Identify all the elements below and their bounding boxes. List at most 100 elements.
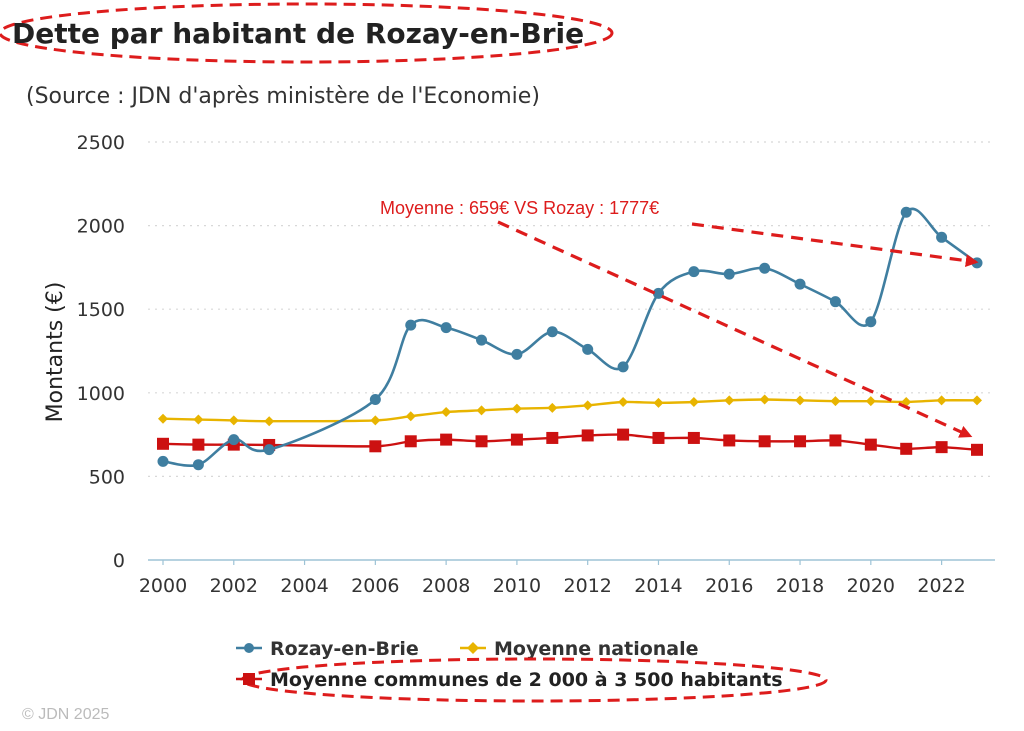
data-point [900,206,912,218]
data-point [971,443,983,456]
data-point [582,400,593,411]
data-point [652,287,664,299]
x-tick-label: 2020 [847,575,895,597]
data-point [723,434,736,447]
legend-marker-circle-icon [244,643,254,653]
x-tick-label: 2004 [280,575,328,597]
legend-item-rozay[interactable]: Rozay-en-Brie [236,638,419,660]
data-point [192,438,205,451]
y-tick-label: 2500 [77,132,125,154]
data-point [653,397,664,408]
data-point [794,278,806,290]
y-tick-label: 0 [113,550,125,572]
data-point [617,428,630,441]
legend-item-nationale[interactable]: Moyenne nationale [460,638,699,660]
y-tick-label: 2000 [77,216,125,238]
data-point [510,433,523,446]
series-line [162,398,978,423]
data-point [193,414,204,425]
legend-item-communes[interactable]: Moyenne communes de 2 000 à 3 500 habita… [236,657,828,703]
data-point [723,268,735,280]
data-point [405,411,416,422]
data-point [228,434,240,446]
copyright-footer: © JDN 2025 [22,706,109,723]
legend: Rozay-en-Brie Moyenne nationale Moyenne … [236,638,828,703]
x-tick-label: 2008 [422,575,470,597]
x-tick-label: 2022 [917,575,965,597]
x-tick-label: 2010 [493,575,541,597]
chart-subtitle: (Source : JDN d'après ministère de l'Eco… [26,84,540,109]
data-point [936,231,948,243]
data-point [192,459,204,471]
series-line [162,207,978,468]
y-tick-label: 1500 [77,299,125,321]
data-point [369,393,381,405]
data-point [228,415,239,426]
data-point [158,413,168,424]
data-point [652,431,665,444]
data-point [476,334,488,346]
legend-label-communes: Moyenne communes de 2 000 à 3 500 habita… [270,669,783,691]
data-point [511,403,522,414]
x-tick-label: 2014 [634,575,682,597]
x-tick-label: 2002 [210,575,258,597]
series-rozay [157,206,983,471]
data-point [935,441,948,454]
grid-lines [148,141,995,477]
data-point [688,266,700,278]
data-point [830,396,841,407]
series-layer [157,206,983,471]
x-tick-labels: 2000 2002 2004 2006 2008 2010 2012 2014 2016 2018… [139,560,966,597]
x-tick-label: 2012 [564,575,612,597]
series-line [162,433,978,452]
data-point [865,396,876,407]
data-point [582,343,594,355]
data-point [441,407,452,418]
annotation-arrow-to-rozay [691,222,979,267]
data-point [829,434,842,447]
data-point [795,395,806,406]
data-point [687,431,700,444]
data-point [511,348,523,360]
data-point [759,394,770,405]
y-tick-label: 500 [89,466,125,488]
data-point [865,316,877,328]
y-axis-label: Montants (€) [43,282,68,423]
data-point [546,326,558,338]
legend-label-nationale: Moyenne nationale [494,638,699,660]
data-point [547,402,558,413]
data-point [263,444,275,456]
data-point [758,435,771,448]
data-point [724,395,735,406]
x-tick-label: 2006 [351,575,399,597]
series-nationale [158,394,982,427]
x-tick-label: 2018 [776,575,824,597]
data-point [936,395,947,406]
series-communes [157,428,983,456]
legend-label-rozay: Rozay-en-Brie [270,638,419,660]
data-point [864,438,877,451]
data-point [264,416,275,427]
y-tick-label: 1000 [77,383,125,405]
data-point [440,433,453,446]
data-point [618,396,629,407]
data-point [475,435,488,448]
annotation-arrow-to-average [497,220,973,438]
data-point [972,395,982,406]
data-point [370,415,381,426]
data-point [900,442,913,455]
data-point [405,319,417,331]
data-point [581,429,594,442]
x-tick-label: 2016 [705,575,753,597]
data-point [546,431,559,444]
title-highlight-oval [0,2,614,64]
data-point [829,296,841,308]
data-point [404,435,417,448]
data-point [157,455,169,467]
data-point [440,322,452,334]
data-point [688,396,699,407]
x-tick-label: 2000 [139,575,187,597]
annotation-text: Moyenne : 659€ VS Rozay : 1777€ [380,198,659,218]
legend-marker-diamond-icon [467,642,479,654]
